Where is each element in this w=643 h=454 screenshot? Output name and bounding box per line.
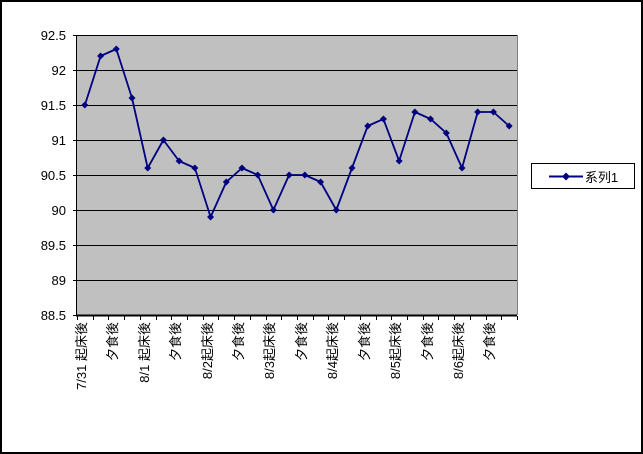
- data-point-marker[interactable]: [207, 213, 215, 221]
- data-point-marker[interactable]: [222, 178, 230, 186]
- y-axis-tick-label: 91.5: [40, 97, 66, 113]
- data-point-marker[interactable]: [364, 122, 372, 130]
- data-point-marker[interactable]: [269, 206, 277, 214]
- data-point-marker[interactable]: [489, 108, 497, 116]
- data-point-marker[interactable]: [285, 171, 293, 179]
- legend-series-swatch: [548, 172, 583, 180]
- x-axis-category-label: 夕食後: [293, 322, 309, 362]
- data-point-marker[interactable]: [427, 115, 435, 123]
- data-point-marker[interactable]: [379, 115, 387, 123]
- data-point-marker[interactable]: [395, 157, 403, 165]
- x-axis-category-label: 夕食後: [482, 322, 498, 362]
- y-axis-tick-label: 91: [51, 132, 66, 148]
- data-point-marker[interactable]: [112, 45, 120, 53]
- y-axis-tick-label: 92.5: [40, 27, 66, 43]
- data-point-marker[interactable]: [442, 129, 450, 137]
- series-line[interactable]: [84, 48, 510, 218]
- data-point-marker[interactable]: [317, 178, 325, 186]
- data-point-marker[interactable]: [458, 164, 466, 172]
- x-axis-category-label: 8/2起床後: [199, 322, 215, 380]
- data-point-marker[interactable]: [81, 101, 89, 109]
- y-axis-tick-label: 90.5: [40, 167, 66, 183]
- data-point-marker[interactable]: [411, 108, 419, 116]
- x-axis-category-label: 夕食後: [231, 322, 246, 362]
- data-point-marker[interactable]: [175, 157, 183, 165]
- y-axis-tick-label: 89: [51, 272, 66, 288]
- x-axis-category-label: 8/5起床後: [388, 322, 404, 380]
- data-point-marker[interactable]: [254, 171, 262, 179]
- x-axis-category-label: 8/4起床後: [325, 322, 341, 380]
- data-point-marker[interactable]: [348, 164, 356, 172]
- y-axis-tick-label: 88.5: [40, 307, 66, 323]
- y-axis-tick-label: 92: [51, 62, 66, 78]
- x-axis-category-label: 8/6起床後: [451, 322, 466, 380]
- x-axis-category-label: 夕食後: [105, 322, 121, 362]
- data-point-marker[interactable]: [97, 52, 105, 60]
- x-axis-category-label: 夕食後: [168, 322, 184, 362]
- x-axis-category-label: 7/31 起床後: [73, 322, 89, 390]
- y-axis-tick-label: 90: [51, 202, 66, 218]
- x-axis-category-label: 8/1 起床後: [136, 322, 152, 383]
- data-point-marker[interactable]: [332, 206, 340, 214]
- y-axis-tick-label: 89.5: [40, 237, 66, 253]
- x-axis-category-label: 夕食後: [419, 322, 435, 362]
- data-point-marker[interactable]: [238, 164, 246, 172]
- data-point-marker[interactable]: [191, 164, 199, 172]
- data-point-marker[interactable]: [505, 122, 513, 130]
- data-point-marker[interactable]: [301, 171, 309, 179]
- x-axis-category-label: 8/3起床後: [262, 322, 278, 380]
- legend[interactable]: 系列1: [531, 163, 635, 189]
- data-point-marker[interactable]: [144, 164, 152, 172]
- data-point-marker[interactable]: [474, 108, 482, 116]
- data-point-marker[interactable]: [159, 136, 167, 144]
- x-axis-category-label: 夕食後: [356, 322, 372, 362]
- data-point-marker[interactable]: [128, 94, 136, 102]
- legend-series-label: 系列1: [584, 169, 619, 185]
